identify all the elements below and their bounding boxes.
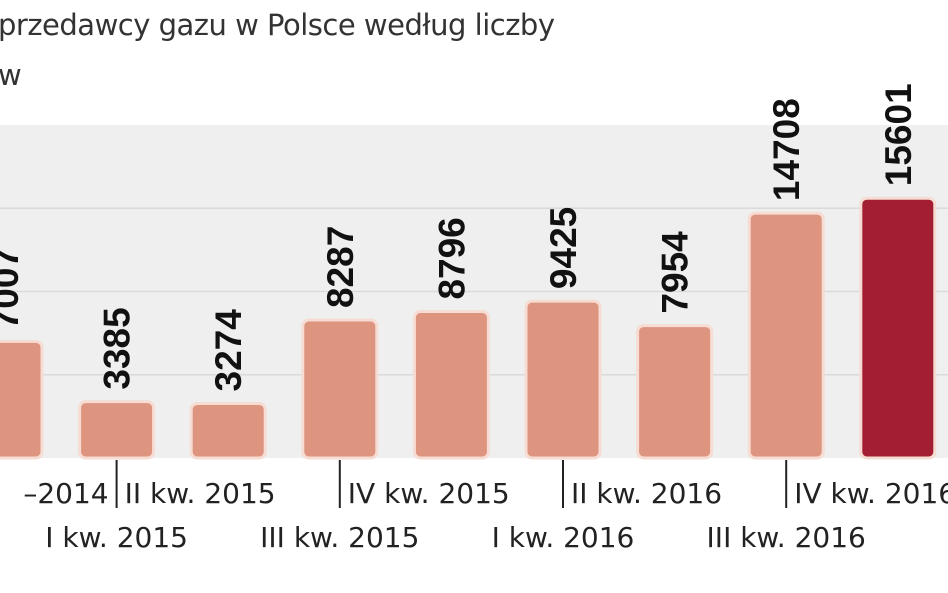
bar [747,211,825,460]
x-tick-label: –2014 [23,477,108,510]
bar [636,324,714,460]
value-label: 9425 [543,207,584,289]
bar [78,400,156,460]
x-tick-label: III kw. 2016 [707,521,866,554]
value-label: 3385 [97,307,138,389]
value-label: 7007 [0,247,26,329]
value-label: 8796 [431,217,472,299]
value-label: 14708 [766,98,807,201]
bar [412,310,490,460]
value-label: 3274 [208,309,249,392]
x-tick-label: I kw. 2015 [45,521,188,554]
x-tick-label: IV kw. 2016 [794,477,948,510]
bar [189,401,267,460]
value-label: 8287 [320,226,361,308]
bar [0,339,44,460]
bar [859,196,937,460]
x-tick-label: I kw. 2016 [492,521,635,554]
x-tick-label: II kw. 2016 [571,477,722,510]
x-tick-label: II kw. 2015 [125,477,276,510]
x-tick-label: III kw. 2015 [260,521,419,554]
chart-title-line-2: w [0,58,22,92]
bar [301,318,379,460]
value-label: 15601 [878,83,919,186]
x-tick-label: IV kw. 2015 [348,477,510,510]
chart-title-line-1: przedawcy gazu w Polsce według liczby [0,8,555,42]
value-label: 7954 [655,231,696,314]
bar [524,299,602,460]
